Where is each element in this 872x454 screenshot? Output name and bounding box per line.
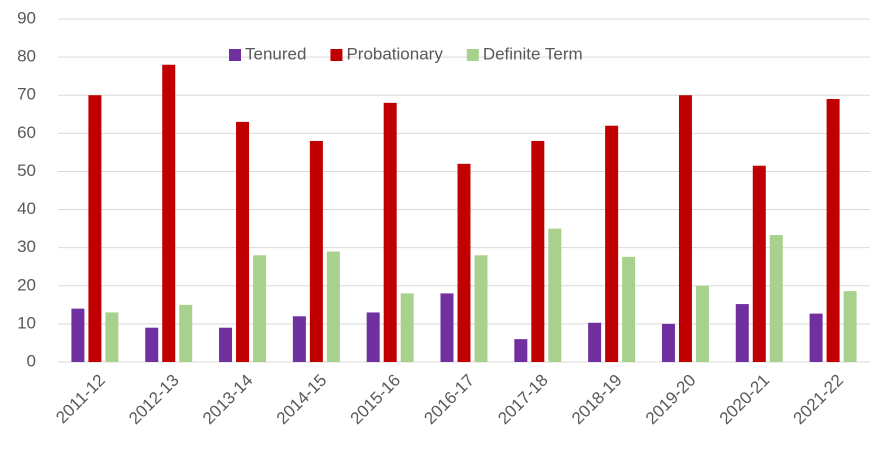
bar [514,339,528,362]
bar [752,165,766,362]
bar [309,140,323,362]
x-tick-label: 2017-18 [494,371,552,429]
bar [253,255,267,362]
bar [179,304,193,362]
legend-swatch [466,49,479,61]
legend-swatch [330,49,343,61]
bar [88,95,102,362]
x-tick-label: 2021-22 [790,371,848,429]
bar [769,235,783,362]
x-tick-label: 2014-15 [273,371,331,429]
bar [695,285,709,362]
x-tick-label: 2018-19 [568,371,626,429]
bar [292,316,306,362]
y-tick-label: 50 [17,161,36,180]
y-tick-label: 80 [17,47,36,66]
bar [236,121,250,363]
y-tick-label: 90 [17,8,36,27]
y-tick-label: 70 [17,85,36,104]
x-tick-label: 2012-13 [125,371,183,429]
legend-label: Definite Term [483,44,583,63]
bar [809,313,823,362]
bar [219,327,233,362]
legend-label: Probationary [346,44,443,63]
x-tick-label: 2011-12 [52,371,109,428]
x-tick-label: 2020-21 [716,371,774,429]
bar [548,228,562,362]
bar [661,323,675,362]
x-tick-label: 2013-14 [199,371,257,429]
bar [383,102,397,362]
bar [105,312,119,362]
y-tick-label: 40 [17,199,36,218]
bar [457,163,471,362]
bar [71,308,85,362]
y-tick-label: 60 [17,123,36,142]
x-tick-label: 2015-16 [347,371,405,429]
legend-label: Tenured [245,44,306,63]
bar [531,140,545,362]
bar [162,64,176,362]
x-tick-label: 2019-20 [642,371,700,429]
y-tick-label: 30 [17,237,36,256]
bar [326,251,340,362]
bar [622,256,636,362]
y-tick-label: 0 [27,351,36,370]
y-tick-label: 10 [17,313,36,332]
bar [843,291,857,362]
bar [588,322,602,362]
bar [605,125,619,362]
bar [826,99,840,363]
bar [366,312,380,362]
legend-swatch [229,49,241,61]
bar [440,293,454,362]
bar [474,255,488,362]
bar [400,293,414,362]
y-tick-label: 20 [17,275,36,294]
bar [735,304,749,362]
bar [678,95,692,362]
bar [145,327,159,362]
x-tick-label: 2016-17 [420,371,478,429]
